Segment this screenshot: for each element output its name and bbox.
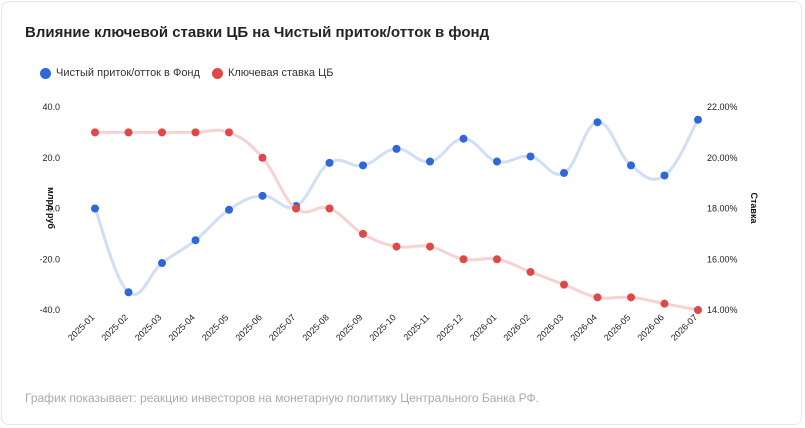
data-point-rate bbox=[593, 293, 602, 302]
data-point-flow bbox=[325, 158, 334, 167]
x-tick-label: 2025-02 bbox=[99, 312, 129, 342]
legend-item-flow[interactable]: Чистый приток/отток в Фонд bbox=[40, 67, 200, 79]
data-point-rate bbox=[426, 242, 434, 251]
y-left-axis-title: млрд руб bbox=[46, 187, 56, 229]
y-left-tick-label: 20.0 bbox=[42, 153, 60, 163]
chart-title: Влияние ключевой ставки ЦБ на Чистый при… bbox=[25, 24, 490, 41]
data-point-rate bbox=[191, 128, 200, 137]
y-left-tick-label: 40.0 bbox=[42, 102, 60, 112]
y-left-tick-label: -40.0 bbox=[39, 305, 60, 315]
y-right-tick-label: 22.00% bbox=[707, 102, 738, 112]
series-line-rate bbox=[93, 128, 700, 312]
x-tick-label: 2026-01 bbox=[468, 312, 498, 342]
data-point-flow bbox=[660, 171, 669, 180]
data-point-rate bbox=[359, 229, 367, 238]
legend-label-rate: Ключевая ставка ЦБ bbox=[227, 67, 334, 79]
x-tick-label: 2025-06 bbox=[233, 312, 263, 342]
data-point-flow bbox=[91, 204, 99, 213]
data-point-rate bbox=[124, 128, 133, 137]
y-right-axis-title: Ставка bbox=[749, 193, 759, 225]
data-point-rate bbox=[292, 204, 300, 213]
x-tick-label: 2025-12 bbox=[434, 312, 464, 342]
data-point-rate bbox=[459, 255, 468, 264]
data-point-flow bbox=[124, 288, 133, 297]
data-point-flow bbox=[225, 205, 233, 214]
data-point-rate bbox=[560, 280, 568, 289]
y-right-tick-label: 20.00% bbox=[707, 153, 738, 163]
data-point-rate bbox=[392, 242, 401, 251]
data-point-rate bbox=[258, 153, 267, 162]
x-tick-label: 2026-02 bbox=[501, 312, 531, 342]
x-tick-label: 2025-10 bbox=[367, 312, 397, 342]
y-left-tick-label: 0.0 bbox=[47, 204, 60, 214]
legend-dot-rate bbox=[211, 67, 223, 79]
data-point-rate bbox=[660, 299, 669, 308]
data-point-flow bbox=[191, 236, 200, 245]
data-point-rate bbox=[91, 128, 99, 137]
x-tick-label: 2025-01 bbox=[66, 312, 96, 342]
data-point-flow bbox=[158, 259, 166, 268]
chart-legend: Чистый приток/отток в Фонд Ключевая став… bbox=[40, 67, 345, 79]
data-point-rate bbox=[493, 255, 501, 264]
data-point-rate bbox=[225, 128, 233, 137]
y-left-tick-label: -20.0 bbox=[39, 254, 60, 264]
legend-item-rate[interactable]: Ключевая ставка ЦБ bbox=[211, 67, 334, 79]
data-point-flow bbox=[359, 161, 367, 170]
data-point-rate bbox=[526, 267, 535, 276]
data-point-rate bbox=[627, 293, 635, 302]
data-point-flow bbox=[593, 118, 602, 127]
legend-label-flow: Чистый приток/отток в Фонд bbox=[56, 67, 200, 79]
data-point-flow bbox=[694, 115, 702, 124]
data-point-rate bbox=[694, 306, 702, 314]
data-point-rate bbox=[325, 204, 334, 213]
x-tick-label: 2026-05 bbox=[602, 312, 632, 342]
x-tick-label: 2025-09 bbox=[334, 312, 364, 342]
legend-dot-flow bbox=[40, 67, 51, 79]
x-tick-label: 2025-05 bbox=[200, 312, 230, 342]
x-tick-label: 2026-06 bbox=[635, 312, 665, 342]
data-point-flow bbox=[459, 134, 468, 143]
data-point-flow bbox=[258, 191, 267, 200]
x-tick-label: 2026-04 bbox=[568, 312, 598, 342]
data-point-rate bbox=[158, 128, 166, 137]
data-point-flow bbox=[627, 161, 635, 170]
data-point-flow bbox=[560, 168, 568, 177]
y-right-tick-label: 14.00% bbox=[707, 305, 738, 315]
x-tick-label: 2026-07 bbox=[669, 312, 699, 342]
data-point-flow bbox=[493, 157, 501, 166]
data-point-flow bbox=[392, 144, 401, 153]
x-tick-label: 2025-08 bbox=[300, 312, 330, 342]
x-tick-label: 2026-03 bbox=[535, 312, 565, 342]
y-right-tick-label: 18.00% bbox=[707, 204, 738, 214]
x-tick-label: 2025-04 bbox=[166, 312, 196, 342]
x-tick-label: 2025-03 bbox=[133, 312, 163, 342]
chart-footnote: График показывает: реакцию инвесторов на… bbox=[25, 391, 539, 405]
x-tick-label: 2025-11 bbox=[401, 312, 431, 342]
data-point-flow bbox=[426, 157, 434, 166]
x-tick-label: 2025-07 bbox=[267, 312, 297, 342]
data-point-flow bbox=[526, 152, 535, 161]
y-right-tick-label: 16.00% bbox=[707, 254, 738, 264]
